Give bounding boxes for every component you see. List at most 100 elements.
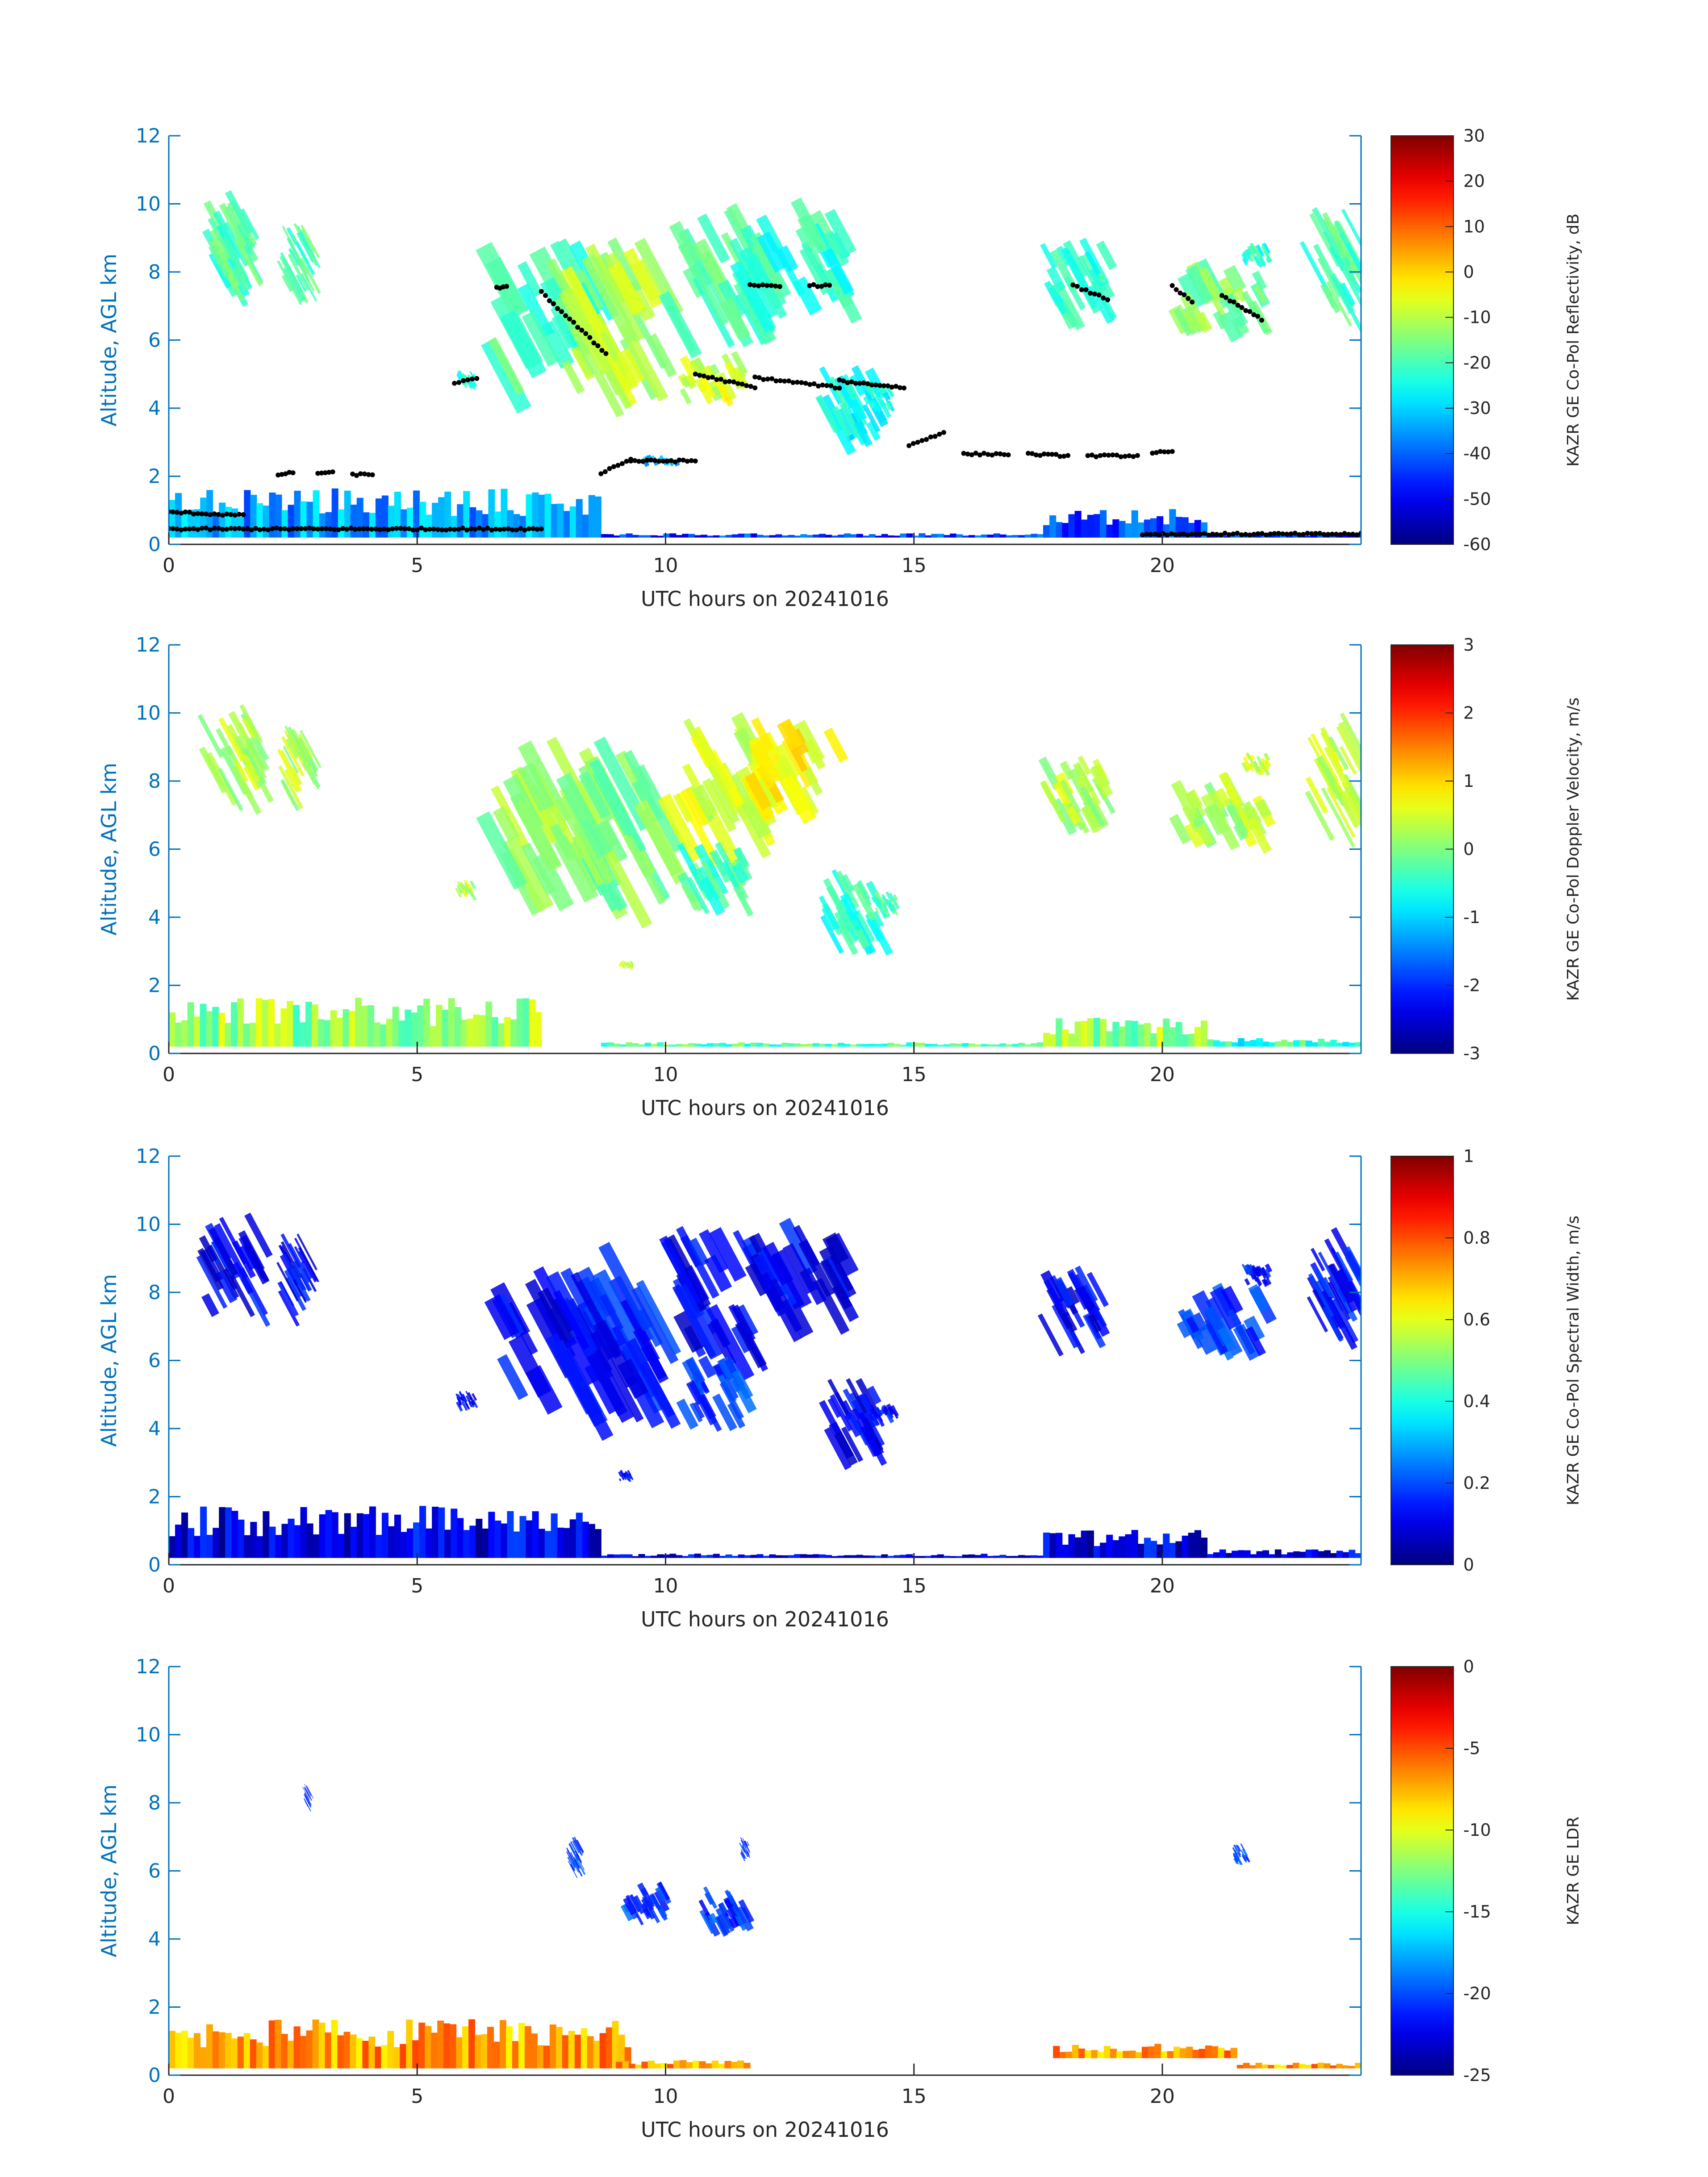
echo-column [1112,1022,1119,1047]
cloud-base-point [1169,531,1174,536]
echo-column [175,1022,182,1047]
cloud-base-point [179,527,184,533]
cloud-base-point [786,378,791,384]
echo-column [544,493,551,538]
echo-column [456,2037,463,2068]
cloud-base-point [693,458,698,464]
echo-column [1087,1530,1094,1558]
cloud-base-point [354,473,359,478]
echo-streak [885,401,892,410]
echo-streak [1242,258,1249,266]
echo-streak [1092,1306,1107,1328]
echo-streak [879,400,887,408]
echo-column [775,534,782,538]
cloud-base-point [986,452,991,457]
cloud-base-point [869,382,874,388]
echo-column [993,533,1000,538]
echo-column [688,1554,695,1558]
echo-column [338,509,345,538]
echo-streak [234,761,249,782]
colorbar-tick-label: 0.2 [1463,1473,1490,1493]
echo-column [498,1023,505,1047]
echo-column [632,535,639,538]
colorbar-tick-label: 0.6 [1463,1310,1490,1329]
echo-column [574,2035,581,2068]
cloud-echo [1037,1266,1110,1357]
echo-streak [882,905,889,916]
echo-column [943,1044,950,1047]
echo-streak [1305,790,1335,841]
echo-column [212,1007,219,1047]
echo-streak [1080,786,1105,826]
echo-column [981,1554,988,1558]
echo-column [1349,535,1356,538]
echo-column [331,1512,338,1558]
cloud-echo [1241,752,1271,777]
cloud-base-point [961,451,966,456]
echo-streak [1084,251,1101,276]
echo-column [912,1556,919,1558]
cloud-base-point [1309,531,1314,536]
echo-column [262,2046,269,2068]
cloud-base-point [1235,531,1240,536]
echo-column [731,2062,738,2068]
cloud-base-point [514,527,519,533]
echo-streak [293,1279,307,1303]
cloud-base-point [1296,532,1302,537]
echo-streak [1315,1269,1333,1298]
colorbar-tick-label: 20 [1463,171,1485,191]
echo-column [1336,2064,1343,2068]
cloud-base-point [677,457,682,463]
low-level-echo [1207,1549,1361,1558]
colorbar-tick-label: -20 [1463,353,1491,372]
echo-column [1280,2065,1287,2068]
echo-column [501,1523,508,1558]
echo-column [438,1507,445,1558]
cloud-base-point [735,381,741,386]
echo-column [1186,2047,1193,2058]
echo-streak [1245,1326,1266,1356]
cloud-base-point [599,348,605,353]
cloud-base-point [1178,290,1183,296]
echo-streak [1053,1277,1075,1307]
echo-column [338,1534,345,1558]
cloud-base-point [752,374,758,380]
echo-streak [692,784,718,818]
echo-streak [632,1896,642,1910]
echo-column [1125,523,1132,538]
echo-column [476,1518,483,1558]
echo-column [1144,1023,1151,1047]
echo-streak [464,879,471,890]
echo-column [669,533,677,538]
cloud-base-point [1026,451,1031,456]
echo-column [1100,1542,1107,1558]
cloud-base-point [481,527,486,532]
cloud-base-point [551,301,556,306]
cloud-echo [302,1784,314,1812]
cloud-base-point [706,375,711,380]
echo-streak [459,1396,463,1401]
echo-streak [1338,721,1361,777]
echo-streak [300,225,320,259]
cloud-base-point [1065,453,1071,458]
y-tick-label: 2 [148,974,161,997]
echo-column [426,514,433,538]
cloud-base-point [837,385,842,391]
echo-streak [1305,776,1329,814]
echo-streak [508,1334,551,1398]
cloud-base-point [1173,287,1179,292]
echo-column [219,1507,226,1558]
echo-column [663,1044,670,1047]
echo-column [1093,1018,1101,1047]
echo-column [1182,1535,1189,1558]
echo-column [268,999,275,1047]
echo-column [306,501,313,538]
x-tick-label: 10 [653,1575,678,1597]
echo-column [1355,1553,1361,1558]
echo-streak [1040,780,1066,823]
echo-column [368,2036,376,2068]
echo-streak [575,1857,586,1875]
echo-column [288,505,295,538]
cloud-base-point [504,284,509,289]
echo-streak [841,1426,864,1462]
